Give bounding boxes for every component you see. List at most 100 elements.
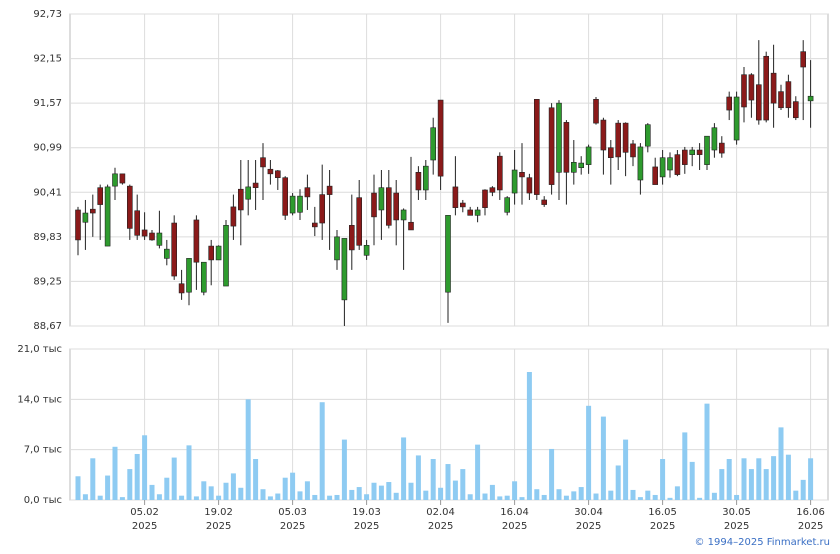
volume-bar [771,456,777,500]
candle-body [704,135,710,165]
candle-body [696,149,703,155]
volume-bar [201,481,207,500]
candle-body [178,283,185,294]
candle-body [652,166,659,185]
y-tick-label: 92,15 [33,54,62,65]
candle-body [311,222,318,228]
candle-body [785,81,792,109]
volume-bar [171,457,177,500]
x-tick-label: 19.03 [352,507,381,518]
y-tick-label: 90,41 [33,187,62,198]
volume-bar [645,490,651,500]
volume-bar [193,496,199,500]
copyright[interactable]: © 1994–2025 Finmarket.ru [694,537,830,548]
candle-body [659,157,666,178]
y-tick-label: 88,67 [33,321,62,332]
candle-body [452,186,459,208]
volume-bar [349,489,355,500]
volume-bar [748,469,754,500]
candle-body [223,225,229,287]
candle-body [726,96,733,111]
candle-body [334,236,340,261]
volume-bar [275,493,281,500]
x-tick-year: 2025 [280,521,305,532]
volume-bar [245,399,251,500]
candle-body [615,122,622,158]
candle-body [208,245,214,261]
volume-bar [90,458,96,500]
volume-bar [526,372,532,500]
candle-body [489,187,496,193]
volume-bar [785,454,791,500]
volume-bar [482,493,488,500]
volume-bar [327,495,333,500]
candle-body [504,197,511,213]
candle-body [467,209,474,216]
volume-bar [216,495,222,500]
candle-body [718,142,725,154]
volume-bar [334,494,340,500]
volume-bar [267,496,273,500]
x-tick-year: 2025 [132,521,157,532]
volume-bar [438,487,444,500]
volume-bar [741,458,747,500]
volume-bar [186,445,192,500]
candle-body [164,248,170,259]
candle-body [297,195,303,213]
volume-bar [475,444,481,500]
volume-bar [593,493,599,500]
volume-bar [401,437,407,500]
candle-body [319,194,326,224]
volume-bar [393,492,399,500]
volume-bar [667,497,673,500]
candle-body [274,170,281,178]
candle-body [90,208,96,214]
volume-bar [489,484,495,500]
candle-body [127,185,133,229]
volume-bar [319,402,325,500]
candle-body [430,127,437,161]
volume-bar [504,495,510,500]
candle-body [437,99,444,177]
volume-bar [734,494,740,500]
volume-bar [556,489,562,500]
candle-body [607,147,614,159]
volume-bar [541,494,547,500]
volume-bar [179,495,185,500]
candle-body [667,157,673,171]
volume-bar [238,487,244,500]
y-tick-label: 90,99 [33,143,62,154]
candle-body [674,154,681,175]
volume-bar [230,473,236,500]
candle-body [149,232,155,241]
candle-body [807,95,814,102]
candle-body [792,101,799,119]
candle-body [119,173,126,184]
candle-body [267,168,274,175]
candle-body [230,206,237,227]
volume-bar [105,475,111,500]
volume-bar [208,486,214,500]
volume-bar [364,494,370,500]
volume-bar [563,495,569,500]
volume-bar [386,482,392,500]
volume-bar [756,458,762,500]
volume-bar [763,469,769,500]
candle-body [363,245,370,256]
candle-body [763,55,770,121]
candle-body [422,165,429,191]
volume-bar [430,459,436,500]
volume-bar [312,494,318,500]
volume-bar [637,497,643,500]
x-tick-label: 30.04 [574,507,603,518]
candle-body [245,186,251,200]
candle-body [238,188,244,211]
candle-body [748,74,755,101]
candle-body [371,192,377,218]
candle-body [630,143,636,158]
volume-bar [142,435,148,500]
candle-body [563,122,570,173]
candle-body [104,186,111,247]
x-tick-year: 2025 [798,521,823,532]
candle-body [526,177,533,194]
